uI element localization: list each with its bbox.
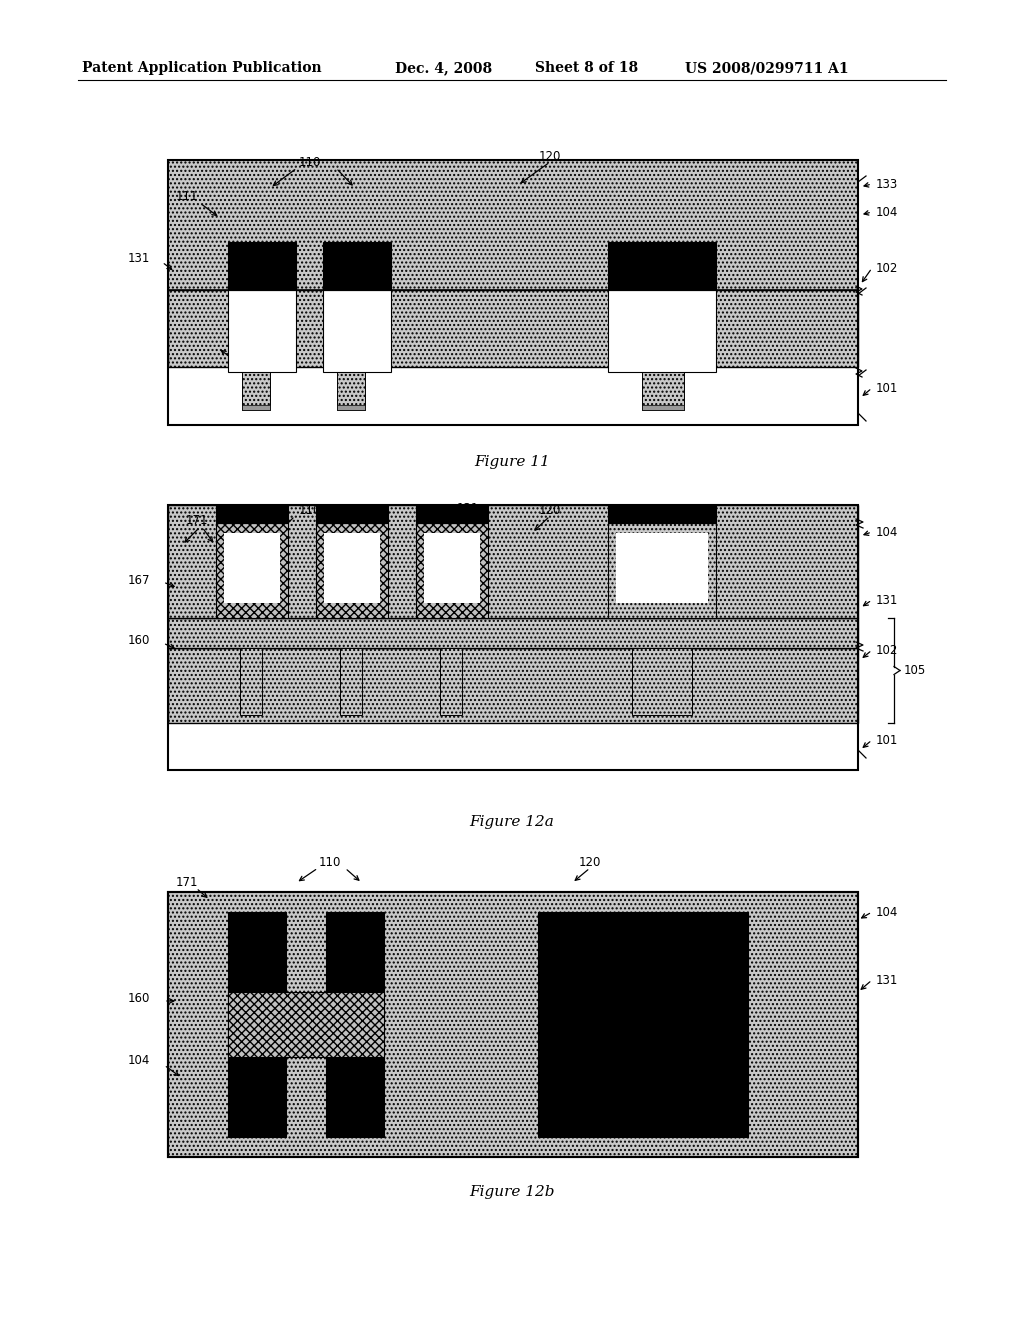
Bar <box>324 533 380 603</box>
Bar <box>632 648 692 715</box>
Bar <box>316 506 388 523</box>
Bar <box>608 506 716 523</box>
Text: 120: 120 <box>579 855 601 869</box>
Text: 160: 160 <box>128 634 151 647</box>
Bar <box>168 711 858 770</box>
Text: US 2008/0299711 A1: US 2008/0299711 A1 <box>685 61 849 75</box>
Bar <box>608 290 716 372</box>
Bar <box>216 506 288 523</box>
Bar <box>228 912 286 1137</box>
Text: Dec. 4, 2008: Dec. 4, 2008 <box>395 61 493 75</box>
Bar <box>642 405 684 411</box>
Bar <box>323 242 391 290</box>
Text: 110: 110 <box>299 156 322 169</box>
Text: 131: 131 <box>876 594 898 606</box>
Bar <box>168 648 858 723</box>
Text: 131: 131 <box>128 252 151 264</box>
Bar <box>168 506 858 770</box>
Bar <box>642 372 684 411</box>
Text: 133: 133 <box>876 177 898 190</box>
Bar <box>316 523 388 618</box>
Text: 111: 111 <box>176 190 199 203</box>
Bar <box>337 372 365 411</box>
Bar <box>337 405 365 411</box>
Text: 131: 131 <box>457 502 479 515</box>
Bar <box>168 367 858 425</box>
Bar <box>608 523 716 618</box>
Text: 110: 110 <box>318 855 341 869</box>
Bar <box>168 160 858 425</box>
Bar <box>440 648 462 715</box>
Text: 104: 104 <box>128 1053 151 1067</box>
Text: 162: 162 <box>237 362 259 375</box>
Text: Figure 11: Figure 11 <box>474 455 550 469</box>
Text: 131: 131 <box>876 974 898 986</box>
Bar <box>228 242 296 290</box>
Bar <box>608 242 716 290</box>
Bar <box>340 648 362 715</box>
Bar <box>616 533 708 603</box>
Bar <box>242 405 270 411</box>
Bar <box>242 372 270 411</box>
Bar <box>168 290 858 367</box>
Text: 171: 171 <box>186 513 209 527</box>
Bar <box>168 892 858 1158</box>
Text: 167: 167 <box>128 573 151 586</box>
Bar <box>538 912 748 1137</box>
Text: Patent Application Publication: Patent Application Publication <box>82 61 322 75</box>
Text: 171: 171 <box>176 875 199 888</box>
Text: 104: 104 <box>876 906 898 919</box>
Bar <box>424 533 480 603</box>
Text: Sheet 8 of 18: Sheet 8 of 18 <box>535 61 638 75</box>
Text: 104: 104 <box>876 525 898 539</box>
Text: 104: 104 <box>876 206 898 219</box>
Bar <box>326 912 384 1137</box>
Bar <box>216 523 288 618</box>
Bar <box>228 290 296 372</box>
Text: Figure 12a: Figure 12a <box>470 814 554 829</box>
Text: 120: 120 <box>539 503 561 516</box>
Text: 102: 102 <box>876 261 898 275</box>
Bar <box>168 160 858 290</box>
Bar <box>323 290 391 372</box>
Text: 102: 102 <box>876 644 898 656</box>
Bar <box>240 648 262 715</box>
Text: 160: 160 <box>128 991 151 1005</box>
Text: 110: 110 <box>299 503 322 516</box>
Text: 101: 101 <box>876 381 898 395</box>
Bar <box>228 993 384 1057</box>
Bar <box>416 506 488 523</box>
Bar <box>416 523 488 618</box>
Text: 120: 120 <box>539 149 561 162</box>
Text: 101: 101 <box>876 734 898 747</box>
Text: Figure 12b: Figure 12b <box>469 1185 555 1199</box>
Bar <box>168 892 858 1158</box>
Bar <box>168 506 858 618</box>
Bar <box>224 533 280 603</box>
Bar <box>168 618 858 648</box>
Text: 105: 105 <box>904 664 927 677</box>
